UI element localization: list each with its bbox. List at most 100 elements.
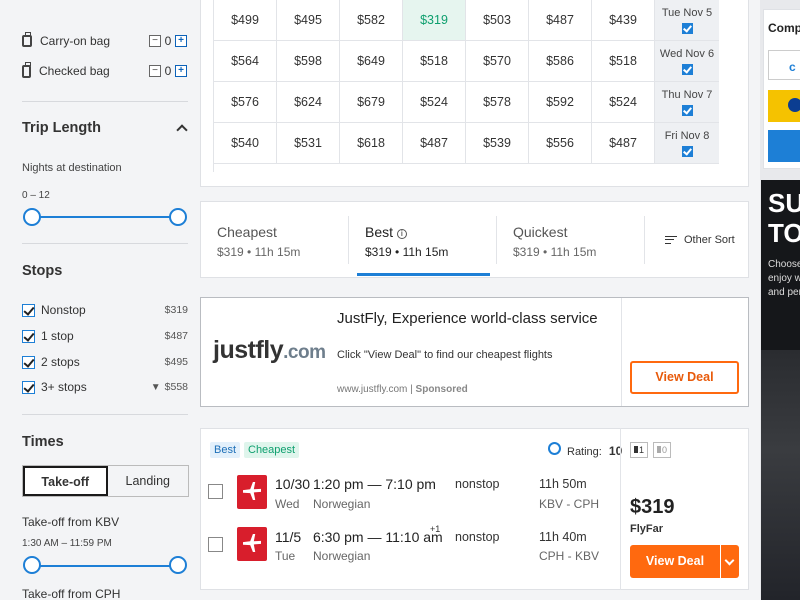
date-checkbox[interactable] — [681, 23, 693, 34]
info-icon[interactable]: i — [396, 229, 407, 239]
matrix-price-cell[interactable]: $487 — [529, 0, 592, 41]
leg-date: 11/5 — [275, 529, 302, 545]
takeoff-kbv-min-handle[interactable] — [23, 556, 41, 574]
other-sort-button[interactable]: Other Sort — [665, 234, 735, 246]
matrix-date-cell[interactable]: Fri Nov 8 — [655, 123, 719, 164]
takeoff-tab[interactable]: Take-off — [23, 466, 108, 496]
matrix-price-cell[interactable]: $582 — [340, 0, 403, 41]
matrix-price-cell[interactable]: $524 — [592, 82, 655, 123]
stop-option-1-stop[interactable]: 1 stop $487 — [22, 327, 188, 345]
leg-select-checkbox[interactable] — [208, 537, 223, 552]
three-plus-stops-checkbox[interactable] — [22, 380, 35, 394]
checked-count: 0 — [164, 64, 172, 78]
sort-tab-best[interactable]: Best i $319 • 11h 15m — [349, 216, 497, 264]
carry-on-bag-row: Carry-on bag − 0 + — [22, 31, 187, 51]
stop-label: Nonstop — [41, 303, 86, 317]
banner-text: Choose enjoy w and per — [768, 259, 800, 298]
stops-title[interactable]: Stops — [22, 263, 63, 279]
date-checkbox[interactable] — [681, 64, 693, 75]
two-stops-checkbox[interactable] — [22, 355, 35, 369]
checked-increment-button[interactable]: + — [175, 65, 187, 77]
matrix-price-cell[interactable]: $578 — [466, 82, 529, 123]
matrix-date-cell[interactable]: Thu Nov 7 — [655, 82, 719, 123]
bag-count: 1 — [638, 445, 644, 455]
leg-select-checkbox[interactable] — [208, 484, 223, 499]
sort-tab-title: Quickest — [513, 224, 568, 240]
ad-url[interactable]: www.justfly.com — [337, 384, 408, 395]
matrix-price-cell[interactable]: $564 — [214, 41, 277, 82]
compare-provider-3[interactable] — [768, 130, 800, 162]
takeoff-kbv-range: 1:30 AM – 11:59 PM — [22, 538, 112, 549]
matrix-price-cell[interactable]: $495 — [277, 0, 340, 41]
chevron-down-icon — [724, 555, 735, 566]
view-deal-dropdown-button[interactable] — [721, 545, 739, 578]
side-banner-ad[interactable]: SU TO Choose enjoy w and per — [761, 180, 800, 600]
norwegian-logo-icon — [237, 475, 267, 509]
compare-provider-1[interactable]: c — [768, 50, 800, 80]
matrix-price-cell[interactable]: $679 — [340, 82, 403, 123]
matrix-price-cell[interactable]: $531 — [277, 123, 340, 164]
rating[interactable]: Rating: 10 — [567, 444, 622, 458]
carry-on-decrement-button[interactable]: − — [149, 35, 161, 47]
matrix-date-cell[interactable]: Wed Nov 6 — [655, 41, 719, 82]
matrix-price-cell[interactable]: $556 — [529, 123, 592, 164]
right-panel: Comp c SU TO Choose enjoy w and per — [760, 0, 800, 600]
matrix-price-cell[interactable]: $592 — [529, 82, 592, 123]
one-stop-checkbox[interactable] — [22, 329, 35, 343]
stop-option-nonstop[interactable]: Nonstop $319 — [22, 301, 188, 319]
leg-route: CPH - KBV — [539, 549, 600, 563]
nonstop-checkbox[interactable] — [22, 303, 35, 317]
matrix-price-cell[interactable]: $518 — [403, 41, 466, 82]
matrix-price-cell[interactable]: $618 — [340, 123, 403, 164]
matrix-price-cell[interactable]: $576 — [214, 82, 277, 123]
takeoff-kbv-slider-track[interactable] — [32, 565, 178, 567]
chevron-up-icon[interactable] — [176, 124, 188, 136]
trip-length-title[interactable]: Trip Length — [22, 120, 101, 136]
matrix-price-cell[interactable]: $518 — [592, 41, 655, 82]
times-title[interactable]: Times — [22, 434, 64, 450]
matrix-date-cell[interactable]: Tue Nov 5 — [655, 0, 719, 41]
landing-tab[interactable]: Landing — [125, 474, 171, 488]
matrix-price-cell[interactable]: $540 — [214, 123, 277, 164]
trip-length-min-handle[interactable] — [23, 208, 41, 226]
matrix-price-cell[interactable]: $586 — [529, 41, 592, 82]
takeoff-kbv-max-handle[interactable] — [169, 556, 187, 574]
ad-view-deal-button[interactable]: View Deal — [630, 361, 739, 394]
other-sort-label: Other Sort — [684, 234, 735, 246]
date-checkbox[interactable] — [681, 105, 693, 116]
trip-length-max-handle[interactable] — [169, 208, 187, 226]
view-deal-button[interactable]: View Deal — [630, 545, 720, 578]
matrix-price-cell[interactable]: $524 — [403, 82, 466, 123]
matrix-price-cell[interactable]: $499 — [214, 0, 277, 41]
sort-tab-sub: $319 • 11h 15m — [217, 245, 301, 259]
bag-count: 0 — [661, 445, 667, 455]
trip-length-slider-track[interactable] — [32, 216, 178, 218]
sort-tab-cheapest[interactable]: Cheapest $319 • 11h 15m — [201, 216, 349, 264]
matrix-price-cell[interactable]: $539 — [466, 123, 529, 164]
stop-option-3-plus-stops[interactable]: 3+ stops ▼ $558 — [22, 378, 188, 396]
matrix-price-cell[interactable]: $649 — [340, 41, 403, 82]
sort-lines-icon — [665, 235, 677, 245]
matrix-price-cell[interactable]: $624 — [277, 82, 340, 123]
compare-provider-2[interactable] — [768, 90, 800, 122]
date-checkbox[interactable] — [681, 146, 693, 157]
carry-on-increment-button[interactable]: + — [175, 35, 187, 47]
matrix-price-cell[interactable]: $439 — [592, 0, 655, 41]
filter-sidebar: Carry-on bag − 0 + Checked bag − 0 + Tri… — [0, 0, 200, 600]
sort-tab-quickest[interactable]: Quickest $319 • 11h 15m — [497, 216, 645, 264]
checked-decrement-button[interactable]: − — [149, 65, 161, 77]
matrix-price-cell[interactable]: $487 — [592, 123, 655, 164]
matrix-price-cell[interactable]: $598 — [277, 41, 340, 82]
leg-stops: nonstop — [455, 477, 500, 491]
cheapest-badge: Cheapest — [244, 442, 300, 458]
sponsored-ad-card[interactable]: justfly.com JustFly, Experience world-cl… — [200, 297, 749, 407]
carry-on-bag-label: Carry-on bag — [40, 34, 111, 48]
ad-headline[interactable]: JustFly, Experience world-class service — [337, 310, 598, 327]
matrix-price-cell[interactable]: $487 — [403, 123, 466, 164]
stop-option-2-stops[interactable]: 2 stops $495 — [22, 353, 188, 371]
matrix-price-cell-selected[interactable]: $319 — [403, 0, 466, 41]
matrix-price-cell[interactable]: $570 — [466, 41, 529, 82]
result-provider: FlyFar — [630, 523, 664, 535]
matrix-price-cell[interactable]: $503 — [466, 0, 529, 41]
